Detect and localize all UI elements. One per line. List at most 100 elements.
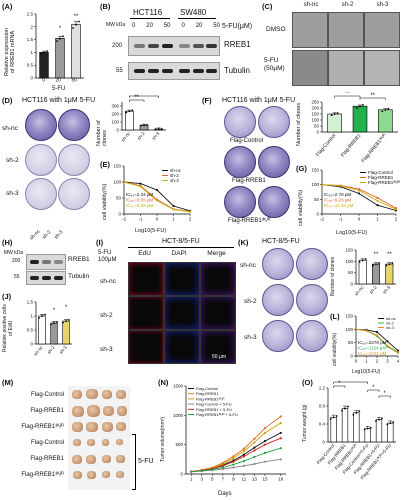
- data-point: [59, 37, 61, 40]
- bar: [378, 109, 393, 133]
- bar: [55, 38, 65, 79]
- data-point: [211, 468, 214, 471]
- dose-label: 0: [132, 23, 136, 29]
- y-tick-label: 100: [111, 120, 119, 125]
- legend-label: sh-3: [386, 325, 395, 330]
- legend-label: Flag-RREB1³ᴷ/ᴿ: [368, 180, 400, 185]
- panel-k-row: sh-3: [244, 334, 257, 341]
- panel-k-title: HCT-8/5-FU: [262, 238, 300, 245]
- panel-i-row: sh-2: [100, 312, 113, 319]
- panel-n-label: (N): [158, 378, 169, 387]
- data-point: [347, 405, 349, 408]
- x-tick-label: Flag-RREB1³ᴷ/ᴿ: [360, 132, 388, 162]
- data-point: [242, 459, 245, 463]
- bar: [385, 263, 394, 285]
- data-point: [355, 412, 358, 414]
- data-point: [253, 449, 256, 452]
- western-blot-tubulin: [128, 62, 220, 80]
- tumor-photo: [68, 386, 130, 490]
- col-label: EdU: [138, 250, 151, 257]
- panel-o-ylabel: Tumor weight (g): [302, 404, 308, 442]
- ic50-label: IC₅₀=2.34 μM: [126, 192, 153, 197]
- panel-m-label: (M): [2, 378, 14, 387]
- panel-i-label: (I): [96, 238, 104, 247]
- panel-b-cell2: SW480: [180, 8, 207, 17]
- bar: [364, 428, 371, 443]
- x-tick-label: 20: [55, 78, 61, 84]
- x-tick-label: -2: [122, 217, 126, 222]
- ic50-label: IC₅₀=1221 μM: [358, 351, 387, 356]
- significance-bracket: [333, 381, 368, 384]
- x-tick-label: 0: [156, 217, 159, 222]
- data-point: [364, 258, 367, 260]
- bar: [372, 263, 380, 285]
- western-blot-rreb1: [26, 254, 66, 270]
- micrograph: [292, 50, 328, 86]
- panel-c-cols: sh-nc sh-2 sh-3: [292, 2, 400, 8]
- fluorescence-image: [164, 296, 200, 330]
- data-point: [357, 189, 361, 192]
- data-point: [356, 107, 358, 109]
- legend-label: Flag-Control: [196, 386, 218, 391]
- col-label: sh-2: [41, 229, 53, 241]
- data-point: [242, 450, 245, 453]
- panel-n-xlabel: Days: [218, 491, 232, 497]
- data-point: [53, 322, 55, 325]
- legend-label: sh-2: [386, 321, 395, 326]
- data-point: [376, 204, 379, 207]
- data-point: [387, 107, 390, 110]
- data-point: [376, 199, 379, 202]
- data-point: [172, 208, 175, 211]
- y-tick-label: 1.5: [27, 300, 34, 305]
- dose-label: 20: [146, 23, 153, 29]
- x-tick-label: sh-2: [136, 131, 146, 141]
- ic50-label: IC₅₀=2.78 μM: [324, 192, 351, 197]
- data-point: [221, 462, 224, 466]
- colony-dish: [224, 186, 256, 218]
- panel-h-rreb1-label: RREB1: [68, 256, 90, 263]
- data-point: [279, 415, 282, 418]
- dose-label: 0: [181, 23, 185, 29]
- panel-d-row: sh-nc: [2, 125, 18, 132]
- ic50-label: IC₅₀=1154 μM: [358, 346, 386, 351]
- y-tick-label: 100: [345, 327, 353, 332]
- data-point: [157, 128, 160, 130]
- data-point: [263, 451, 267, 454]
- panel-k-label: (K): [238, 238, 249, 247]
- data-point: [242, 447, 245, 450]
- data-point: [44, 313, 46, 316]
- panel-m-row: Flag-RREB1³ᴷ/ᴿ: [21, 424, 64, 430]
- colony-dish: [296, 320, 328, 352]
- data-point: [155, 188, 159, 192]
- significance-bracket: [367, 389, 380, 392]
- y-tick-label: 50: [314, 197, 320, 202]
- significance-star: *: [372, 385, 375, 391]
- data-point: [396, 349, 400, 352]
- legend-label: Flag-Control: [368, 170, 393, 175]
- y-tick-label: 150: [113, 164, 121, 169]
- data-point: [386, 423, 389, 426]
- col-label: sh-2: [341, 2, 354, 8]
- data-point: [375, 263, 377, 266]
- significance-bracket: [378, 395, 391, 398]
- x-tick-label: sh-2: [46, 345, 56, 355]
- panel-d-row: sh-2: [6, 157, 19, 164]
- data-point: [384, 109, 387, 111]
- panel-h-tubulin-label: Tubulin: [68, 273, 90, 280]
- x-tick-label: 5: [211, 477, 214, 482]
- y-tick-label: 50: [314, 124, 320, 129]
- data-point: [279, 421, 282, 425]
- y-tick-label: 2: [30, 24, 33, 29]
- significance-star: **: [348, 380, 353, 383]
- data-point: [242, 455, 245, 458]
- data-point: [43, 51, 45, 54]
- data-point: [65, 320, 67, 323]
- group-bracket: [132, 434, 136, 490]
- y-tick-label: 1.5: [27, 37, 34, 42]
- y-tick-label: 150: [345, 248, 353, 253]
- panel-j-label: (J): [2, 292, 12, 301]
- x-tick-label: 50: [71, 78, 77, 84]
- micrograph: [292, 12, 328, 48]
